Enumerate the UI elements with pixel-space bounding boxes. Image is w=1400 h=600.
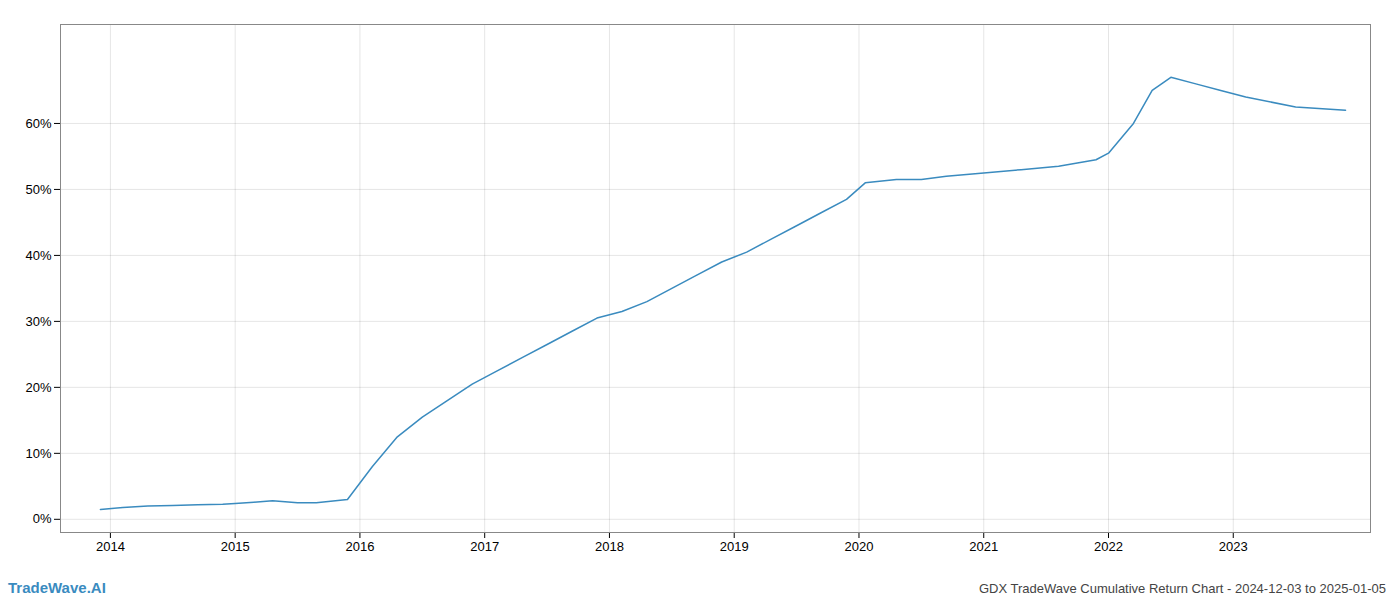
svg-text:2021: 2021 xyxy=(969,539,998,554)
svg-text:2023: 2023 xyxy=(1219,539,1248,554)
svg-text:20%: 20% xyxy=(25,380,51,395)
svg-text:2017: 2017 xyxy=(470,539,499,554)
svg-text:50%: 50% xyxy=(25,182,51,197)
svg-text:30%: 30% xyxy=(25,314,51,329)
svg-text:2016: 2016 xyxy=(345,539,374,554)
svg-text:2015: 2015 xyxy=(221,539,250,554)
html-text:TradeWave.AI: TradeWave.AI xyxy=(8,579,106,596)
svg-text:2018: 2018 xyxy=(595,539,624,554)
svg-text:2014: 2014 xyxy=(96,539,125,554)
svg-text:0%: 0% xyxy=(33,511,52,526)
html-text:GDX TradeWave Cumulative Retur: GDX TradeWave Cumulative Return Chart - … xyxy=(978,581,1386,596)
svg-text:10%: 10% xyxy=(25,445,51,460)
svg-text:60%: 60% xyxy=(25,116,51,131)
svg-text:40%: 40% xyxy=(25,248,51,263)
svg-text:2020: 2020 xyxy=(845,539,874,554)
svg-text:2019: 2019 xyxy=(720,539,749,554)
svg-text:2022: 2022 xyxy=(1094,539,1123,554)
